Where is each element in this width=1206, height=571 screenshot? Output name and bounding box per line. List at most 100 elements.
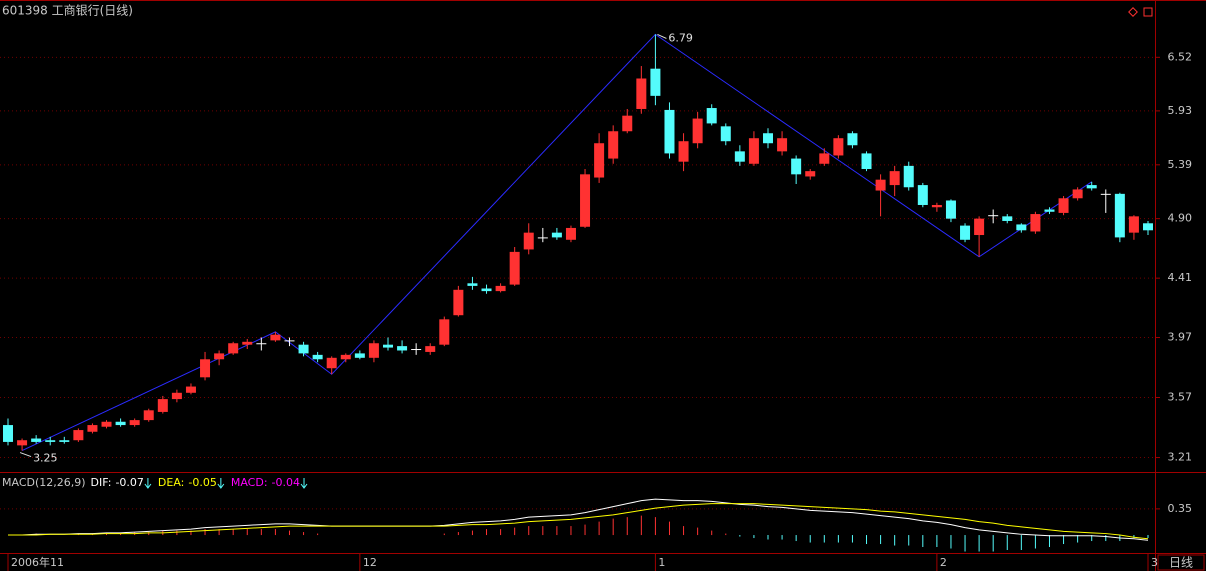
candle-body [1016, 224, 1027, 231]
candle-body [1114, 193, 1125, 238]
candle-body [763, 133, 773, 144]
y-tick-label: 5.39 [1168, 158, 1193, 171]
candle-body [748, 138, 759, 164]
candle-body [397, 346, 408, 351]
candle-body [594, 143, 605, 178]
candle-body [185, 386, 196, 393]
candle-body [87, 425, 98, 432]
candle-body [326, 357, 337, 369]
y-tick-label: 6.52 [1168, 50, 1193, 63]
candle-body [171, 392, 182, 400]
candle-body [495, 285, 506, 292]
candle-body [284, 340, 295, 342]
legend-value: -0.04 [272, 476, 300, 489]
candle-body [678, 141, 689, 162]
candle-body [31, 438, 42, 442]
candle-body [101, 421, 112, 427]
candle-body [425, 346, 436, 352]
candle-body [1143, 223, 1153, 231]
candle-body [270, 334, 281, 341]
candle-body [383, 344, 393, 348]
y-tick-label: 3.97 [1168, 331, 1193, 344]
candle-body [565, 227, 576, 240]
candle-body [692, 118, 703, 144]
candle-body [847, 133, 858, 146]
annotation-arrow [19, 452, 32, 458]
candle-body [481, 288, 492, 292]
candle-body [664, 109, 675, 154]
candle-body [242, 341, 253, 345]
candle-body [143, 410, 154, 421]
candle-body [706, 108, 717, 124]
candle-body [228, 343, 239, 354]
y-tick-label: 5.93 [1168, 104, 1193, 117]
candle-body [777, 138, 788, 152]
candle-body [411, 349, 422, 351]
candle-body [875, 179, 886, 191]
legend-value: -0.07 [115, 476, 143, 489]
maximize-icon[interactable] [1143, 7, 1153, 17]
legend-arrow [144, 478, 152, 489]
y-tick-label: 3.21 [1168, 451, 1193, 464]
chart-title: 601398 工商银行(日线) [2, 3, 133, 18]
high-annotation: 6.79 [668, 31, 693, 44]
restore-icon[interactable] [1128, 7, 1138, 17]
x-tick-label: 12 [363, 556, 377, 569]
candle-body [650, 68, 661, 96]
candle-body [622, 115, 633, 132]
candle-body [129, 420, 140, 426]
legend-arrow [300, 478, 308, 489]
candle-body [354, 353, 365, 358]
y-tick-label: 0.35 [1168, 502, 1193, 515]
candle-body [537, 237, 548, 239]
candle-body [791, 158, 802, 175]
period-tab-frame[interactable] [1157, 554, 1205, 571]
candle-body [1072, 189, 1083, 199]
candle-body [903, 165, 914, 188]
candle-body [453, 289, 464, 316]
candle-body [1128, 216, 1139, 233]
period-tab[interactable]: 日线 [1169, 556, 1193, 570]
candle-body [467, 283, 478, 286]
candle-body [1030, 214, 1041, 232]
y-tick-label: 3.57 [1168, 391, 1193, 404]
candle-body [1086, 185, 1097, 189]
annotation-arrow [657, 33, 667, 39]
candle-body [368, 343, 379, 358]
candle-body [974, 218, 985, 236]
candle-body [340, 354, 351, 360]
candle-body [45, 440, 56, 442]
candle-body [73, 430, 84, 441]
candle-body [734, 151, 745, 162]
candle-body [608, 131, 619, 159]
candle-body [509, 251, 520, 285]
candle-body [523, 232, 534, 250]
x-tick-label: 2 [940, 556, 947, 569]
legend-arrow [217, 478, 225, 489]
legend-title: MACD(12,26,9) [2, 476, 86, 489]
macd-line [8, 498, 1149, 541]
candle-body [200, 359, 211, 378]
candle-body [720, 126, 731, 142]
candle-body [312, 354, 323, 360]
candle-body [157, 399, 168, 412]
candle-body [931, 204, 942, 208]
macd-line [8, 503, 1149, 540]
candle-body [988, 215, 999, 217]
candle-body [805, 171, 816, 177]
candle-body [439, 319, 450, 345]
legend-name: DEA: [158, 476, 184, 489]
candle-body [551, 232, 562, 238]
candle-body [580, 174, 591, 227]
candle-body [256, 343, 267, 345]
x-tick-label: 2006年11 [11, 555, 64, 569]
candle-body [945, 200, 956, 219]
x-tick-label: 3 [1151, 556, 1158, 569]
candle-body [833, 138, 844, 156]
candle-body [1044, 209, 1055, 212]
x-tick-label: 1 [658, 556, 665, 569]
candle-body [1058, 198, 1069, 213]
